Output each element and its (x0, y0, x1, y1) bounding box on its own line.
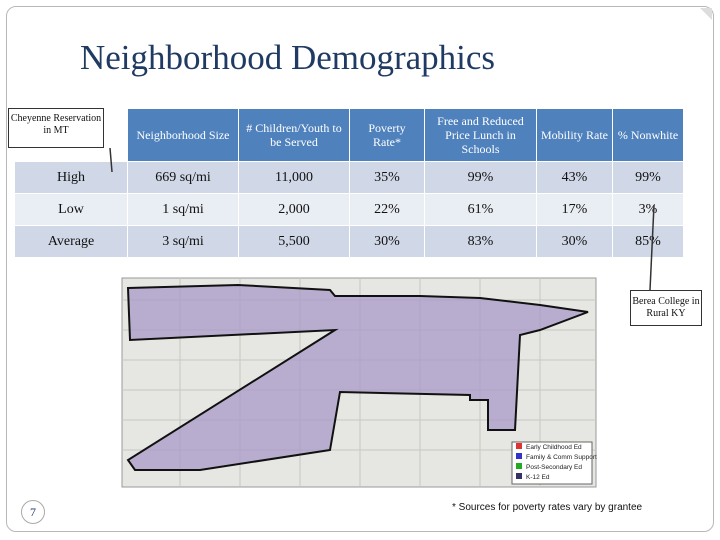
callout-pointer (109, 147, 113, 173)
header-cell: % Nonwhite (612, 108, 684, 162)
callout-left: Cheyenne Reservation in MT (8, 108, 104, 148)
legend-swatch (516, 453, 522, 459)
row-label: High (14, 161, 128, 194)
legend-swatch (516, 473, 522, 479)
header-cell: Mobility Rate (536, 108, 613, 162)
table-cell: 11,000 (238, 161, 350, 194)
header-row: Neighborhood Size # Children/Youth to be … (14, 108, 684, 162)
table-cell: 30% (349, 225, 425, 258)
legend-entry: Family & Comm Support (516, 453, 597, 463)
neighborhood-boundary (126, 283, 589, 471)
table-cell: 5,500 (238, 225, 350, 258)
header-cell: Poverty Rate* (349, 108, 425, 162)
table-cell: 43% (536, 161, 613, 194)
legend-entry: Early Childhood Ed (516, 443, 597, 453)
table-cell: 61% (424, 193, 537, 226)
header-cell: Free and Reduced Price Lunch in Schools (424, 108, 537, 162)
table-cell: 3 sq/mi (127, 225, 239, 258)
map-legend: Early Childhood Ed Family & Comm Support P… (516, 443, 597, 483)
table-row: High 669 sq/mi 11,000 35% 99% 43% 99% (14, 161, 684, 194)
legend-label: Family & Comm Support (526, 454, 597, 461)
table-cell: 669 sq/mi (127, 161, 239, 194)
corner-decoration (700, 8, 712, 20)
legend-label: Early Childhood Ed (526, 444, 582, 451)
table-cell: 85% (612, 225, 684, 258)
legend-label: K-12 Ed (526, 474, 550, 481)
page-number: 7 (21, 500, 45, 524)
row-label: Low (14, 193, 128, 226)
table-row: Average 3 sq/mi 5,500 30% 83% 30% 85% (14, 225, 684, 258)
legend-entry: K-12 Ed (516, 473, 597, 483)
header-cell: Neighborhood Size (127, 108, 239, 162)
callout-right: Berea College in Rural KY (630, 290, 702, 326)
table-row: Low 1 sq/mi 2,000 22% 61% 17% 3% (14, 193, 684, 226)
table-cell: 3% (612, 193, 684, 226)
legend-entry: Post-Secondary Ed (516, 463, 597, 473)
table-cell: 17% (536, 193, 613, 226)
table-cell: 1 sq/mi (127, 193, 239, 226)
table-cell: 99% (424, 161, 537, 194)
row-label: Average (14, 225, 128, 258)
legend-label: Post-Secondary Ed (526, 464, 583, 471)
demographics-table: Neighborhood Size # Children/Youth to be … (14, 108, 684, 258)
footnote: * Sources for poverty rates vary by gran… (452, 502, 643, 513)
map-legend-box (511, 441, 593, 485)
legend-swatch (516, 443, 522, 449)
table-cell: 2,000 (238, 193, 350, 226)
table-cell: 22% (349, 193, 425, 226)
callout-pointer (649, 204, 655, 291)
table-cell: 83% (424, 225, 537, 258)
legend-swatch (516, 463, 522, 469)
table-cell: 99% (612, 161, 684, 194)
slide-title: Neighborhood Demographics (80, 38, 496, 77)
slide-frame (6, 6, 714, 532)
